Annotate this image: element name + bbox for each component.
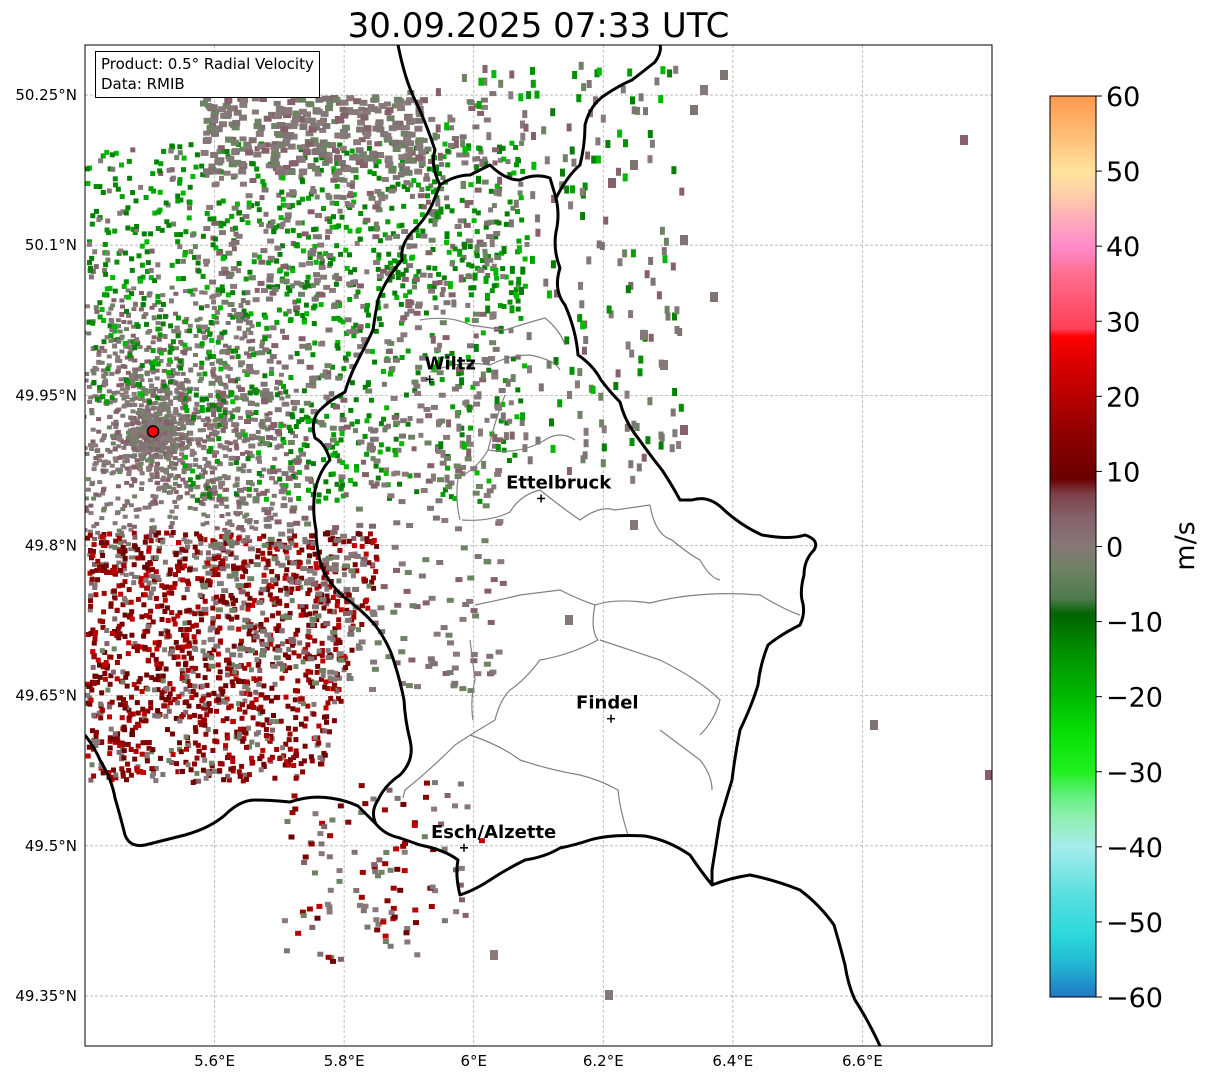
border-germany-north	[554, 45, 662, 199]
city-esch-alzette: Esch/Alzette	[431, 822, 556, 852]
colorbar-tick-label: −60	[1106, 983, 1163, 1014]
colorbar-tick-label: −30	[1106, 758, 1163, 789]
y-tick-label: 49.5°N	[25, 837, 77, 855]
canton-border-remich	[659, 729, 713, 791]
city-label: Ettelbruck	[506, 472, 612, 493]
colorbar: 60 50 40 30 20 10 0 −10 −20 −30 −40 −50 −60 m/s	[1049, 82, 1201, 1014]
y-tick-label: 50.1°N	[25, 236, 77, 254]
info-box: Product: 0.5° Radial Velocity Data: RMIB	[95, 51, 320, 98]
x-tick-label: 6.6°E	[842, 1052, 883, 1070]
data-source-label: Data: RMIB	[101, 75, 185, 93]
map-title: 30.09.2025 07:33 UTC	[347, 6, 730, 46]
city-ettelbruck: Ettelbruck	[506, 472, 612, 503]
radar-echo-layer	[85, 61, 992, 1000]
canton-border-mersch-south	[474, 589, 801, 616]
national-borders	[85, 45, 882, 1046]
city-layer: Wiltz Ettelbruck Findel Esch/Alzette	[425, 353, 639, 852]
canton-border-north	[419, 317, 566, 346]
canton-border-wiltz-clervaux	[429, 354, 561, 373]
colorbar-ticks: 60 50 40 30 20 10 0 −10 −20 −30 −40 −50 −60	[1096, 82, 1163, 1014]
canton-borders	[402, 317, 801, 836]
x-tick-label: 6.4°E	[712, 1052, 753, 1070]
colorbar-tick-label: −40	[1106, 833, 1163, 864]
city-label: Findel	[576, 693, 639, 714]
colorbar-tick-label: 30	[1106, 307, 1140, 338]
border-germany-france	[711, 873, 882, 1046]
colorbar-tick-label: 20	[1106, 382, 1140, 413]
x-tick-label: 5.6°E	[194, 1052, 235, 1070]
canton-border-esch	[469, 734, 629, 836]
y-tick-label: 50.25°N	[15, 86, 77, 104]
x-tick-label: 6°E	[460, 1052, 487, 1070]
x-tick-label: 5.8°E	[324, 1052, 365, 1070]
colorbar-tick-label: −50	[1106, 908, 1163, 939]
colorbar-tick-label: 10	[1106, 457, 1140, 488]
product-label: Product: 0.5° Radial Velocity	[101, 55, 314, 73]
x-tick-label: 6.2°E	[583, 1052, 624, 1070]
border-luxembourg	[311, 163, 818, 897]
colorbar-gradient	[1049, 95, 1097, 998]
canton-border-west	[469, 639, 476, 721]
canton-border-echternach	[649, 504, 721, 581]
canton-border-grevenmacher	[494, 604, 599, 721]
canton-border-capellen	[402, 719, 496, 799]
canton-border-diekirch-vianden	[487, 434, 576, 452]
canton-border-luxembourg	[599, 639, 721, 736]
canton-border-redange-mersch	[461, 489, 651, 521]
colorbar-unit-label: m/s	[1170, 521, 1201, 570]
colorbar-tick-label: 50	[1106, 157, 1140, 188]
border-belgium-germany-north	[396, 45, 442, 186]
city-wiltz: Wiltz	[425, 353, 476, 384]
colorbar-tick-label: −20	[1106, 683, 1163, 714]
y-tick-label: 49.95°N	[15, 386, 77, 404]
canton-border-wiltz-diekirch	[456, 394, 506, 521]
y-tick-label: 49.65°N	[15, 687, 77, 705]
city-findel: Findel	[576, 693, 639, 723]
city-label: Wiltz	[425, 353, 476, 374]
axis-tick-labels: 5.6°E 5.8°E 6°E 6.2°E 6.4°E 6.6°E 50.25°N 50.1°…	[15, 86, 883, 1070]
border-belgium-france	[85, 734, 378, 847]
map-frame	[84, 44, 993, 1047]
city-label: Esch/Alzette	[431, 822, 556, 843]
y-tick-label: 49.8°N	[25, 537, 77, 555]
colorbar-tick-label: 60	[1106, 82, 1140, 113]
radar-site-marker	[146, 425, 160, 438]
colorbar-tick-label: −10	[1106, 608, 1163, 639]
colorbar-tick-label: 40	[1106, 232, 1140, 263]
y-tick-label: 49.35°N	[15, 987, 77, 1005]
colorbar-tick-label: 0	[1106, 533, 1123, 564]
